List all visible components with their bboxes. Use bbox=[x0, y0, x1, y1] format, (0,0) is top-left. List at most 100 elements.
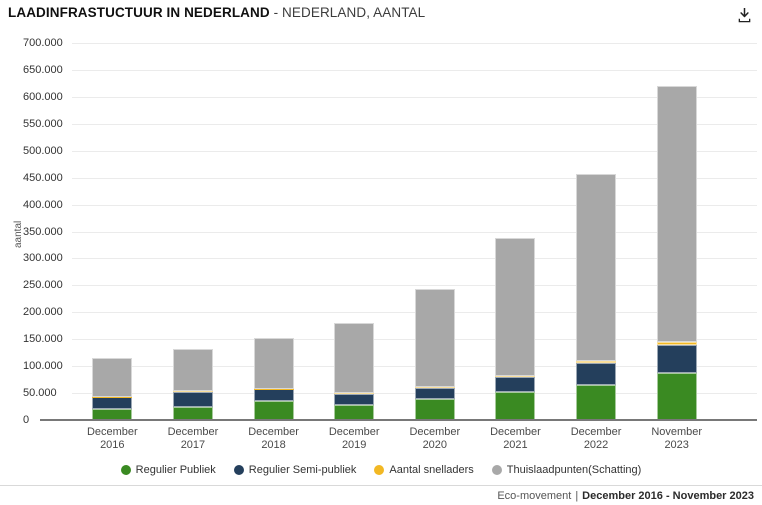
gridline bbox=[72, 366, 757, 368]
x-axis-label-line: December bbox=[248, 426, 299, 438]
bar-segment-regulier-publiek[interactable] bbox=[334, 404, 375, 420]
bar-segment-thuislaadpunten-schatting[interactable] bbox=[172, 349, 213, 392]
y-tick-label: 200.000 bbox=[23, 306, 63, 319]
bar-segment-regulier-publiek[interactable] bbox=[656, 372, 697, 420]
x-axis-label-line: 2019 bbox=[341, 439, 367, 451]
legend-item-aantal-snelladers[interactable]: Aantal snelladers bbox=[374, 464, 474, 476]
y-tick-label: 650.000 bbox=[23, 63, 63, 76]
legend-item-regulier-publiek[interactable]: Regulier Publiek bbox=[120, 464, 216, 476]
bar-segment-thuislaadpunten-schatting[interactable] bbox=[253, 338, 294, 389]
y-tick-label: 400.000 bbox=[23, 198, 63, 211]
gridline bbox=[72, 204, 757, 206]
gridline bbox=[72, 43, 757, 44]
y-tick-label: 250.000 bbox=[23, 279, 63, 292]
bar-segment-aantal-snelladers[interactable] bbox=[253, 388, 294, 390]
x-axis-label-line: December bbox=[86, 426, 138, 438]
bar-segment-thuislaadpunten-schatting[interactable] bbox=[656, 85, 697, 342]
bar-segment-regulier-semi-publiek[interactable] bbox=[334, 393, 375, 405]
gridline bbox=[72, 339, 757, 341]
bar-segment-aantal-snelladers[interactable] bbox=[495, 375, 536, 378]
y-tick-label: 350.000 bbox=[23, 225, 63, 238]
bar-segment-regulier-semi-publiek[interactable] bbox=[172, 391, 213, 408]
y-tick-label: 600.000 bbox=[23, 90, 63, 103]
x-axis-label: December 2022 bbox=[556, 426, 637, 452]
y-tick-label: 100.000 bbox=[23, 360, 63, 373]
footer-divider: | bbox=[575, 489, 579, 502]
x-axis-label: December 2019 bbox=[314, 426, 395, 452]
gridline bbox=[72, 285, 757, 287]
gridline bbox=[72, 312, 757, 314]
x-axis-label-line: 2023 bbox=[664, 439, 689, 451]
legend-label: Regulier Semi-publiek bbox=[248, 464, 357, 476]
gridline bbox=[72, 69, 757, 71]
bar-segment-thuislaadpunten-schatting[interactable] bbox=[334, 323, 375, 393]
x-axis-line bbox=[40, 419, 757, 421]
x-axis-label-line: 2017 bbox=[180, 439, 206, 451]
legend-swatch-icon bbox=[120, 465, 131, 475]
x-axis-label-line: December bbox=[570, 426, 622, 438]
x-axis-label-line: December bbox=[167, 426, 219, 438]
footer-period: December 2016 - November 2023 bbox=[582, 489, 754, 502]
y-tick-label: 500.000 bbox=[23, 144, 63, 157]
gridline bbox=[72, 231, 757, 233]
y-tick-label: 450.000 bbox=[23, 171, 63, 184]
legend-item-regulier-semi-publiek[interactable]: Regulier Semi-publiek bbox=[233, 464, 357, 476]
bar-segment-aantal-snelladers[interactable] bbox=[656, 341, 697, 345]
gridline bbox=[72, 96, 757, 98]
y-tick-label: 300.000 bbox=[23, 252, 63, 265]
legend-swatch-icon bbox=[374, 465, 385, 475]
bar-segment-regulier-publiek[interactable] bbox=[414, 399, 455, 420]
page-title-subtitle: - NEDERLAND, AANTAL bbox=[269, 5, 426, 20]
x-axis-label-line: 2020 bbox=[422, 439, 448, 451]
bar-segment-regulier-semi-publiek[interactable] bbox=[414, 387, 455, 399]
legend-swatch-icon bbox=[491, 465, 502, 475]
grid-layer bbox=[72, 43, 757, 420]
bar-segment-regulier-semi-publiek[interactable] bbox=[92, 397, 133, 410]
bar-segment-regulier-semi-publiek[interactable] bbox=[253, 389, 294, 401]
bar-segment-regulier-publiek[interactable] bbox=[576, 385, 617, 420]
footer-source: Eco-movement bbox=[497, 489, 572, 502]
bar-segment-aantal-snelladers[interactable] bbox=[334, 392, 375, 394]
bar-segment-regulier-publiek[interactable] bbox=[172, 407, 213, 420]
bar-segment-regulier-publiek[interactable] bbox=[253, 400, 294, 420]
x-axis-labels: December 2016 December 2017 December 2018 Dece… bbox=[72, 426, 717, 456]
bar-segment-thuislaadpunten-schatting[interactable] bbox=[92, 357, 133, 397]
bar-segment-regulier-publiek[interactable] bbox=[495, 391, 536, 420]
download-button[interactable] bbox=[735, 5, 754, 26]
gridline bbox=[72, 177, 757, 179]
x-axis-label-line: 2021 bbox=[503, 439, 528, 451]
gridline bbox=[72, 123, 757, 125]
x-axis-label-line: November bbox=[651, 426, 703, 438]
y-tick-label: 550.000 bbox=[23, 117, 63, 130]
x-axis-label-line: 2018 bbox=[261, 439, 286, 451]
x-axis-label: December 2020 bbox=[395, 426, 476, 452]
chart-legend: Regulier Publiek Regulier Semi-publiek Aan… bbox=[0, 464, 762, 476]
x-axis-label-line: December bbox=[490, 426, 541, 438]
legend-swatch-icon bbox=[233, 465, 244, 475]
x-axis-label: December 2017 bbox=[153, 426, 234, 452]
bar-segment-thuislaadpunten-schatting[interactable] bbox=[495, 238, 536, 376]
y-tick-label: 150.000 bbox=[23, 333, 63, 346]
bar-segment-thuislaadpunten-schatting[interactable] bbox=[414, 289, 455, 387]
bar-segment-aantal-snelladers[interactable] bbox=[414, 386, 455, 388]
x-axis-label-line: 2016 bbox=[100, 439, 125, 451]
gridline bbox=[72, 258, 757, 260]
bar-segment-regulier-publiek[interactable] bbox=[92, 409, 133, 420]
bar-segment-thuislaadpunten-schatting[interactable] bbox=[576, 174, 617, 361]
legend-item-thuislaadpunten-schatting[interactable]: Thuislaadpunten(Schatting) bbox=[491, 464, 641, 476]
x-axis-label: November 2023 bbox=[636, 426, 717, 452]
bar-segment-regulier-semi-publiek[interactable] bbox=[656, 344, 697, 373]
bar-segment-aantal-snelladers[interactable] bbox=[576, 360, 617, 363]
page-title: LAADINFRASTUCTUUR IN NEDERLAND - NEDERLA… bbox=[8, 5, 425, 20]
legend-label: Aantal snelladers bbox=[389, 464, 474, 476]
download-icon bbox=[737, 8, 752, 27]
bar-segment-regulier-semi-publiek[interactable] bbox=[576, 362, 617, 385]
x-axis-label: December 2016 bbox=[72, 426, 153, 452]
bar-segment-regulier-semi-publiek[interactable] bbox=[495, 377, 536, 392]
gridline bbox=[72, 150, 757, 152]
x-axis-label: December 2021 bbox=[475, 426, 556, 452]
x-axis-label-line: 2022 bbox=[583, 439, 609, 451]
x-axis-label-line: December bbox=[328, 426, 380, 438]
gridline bbox=[72, 393, 757, 395]
